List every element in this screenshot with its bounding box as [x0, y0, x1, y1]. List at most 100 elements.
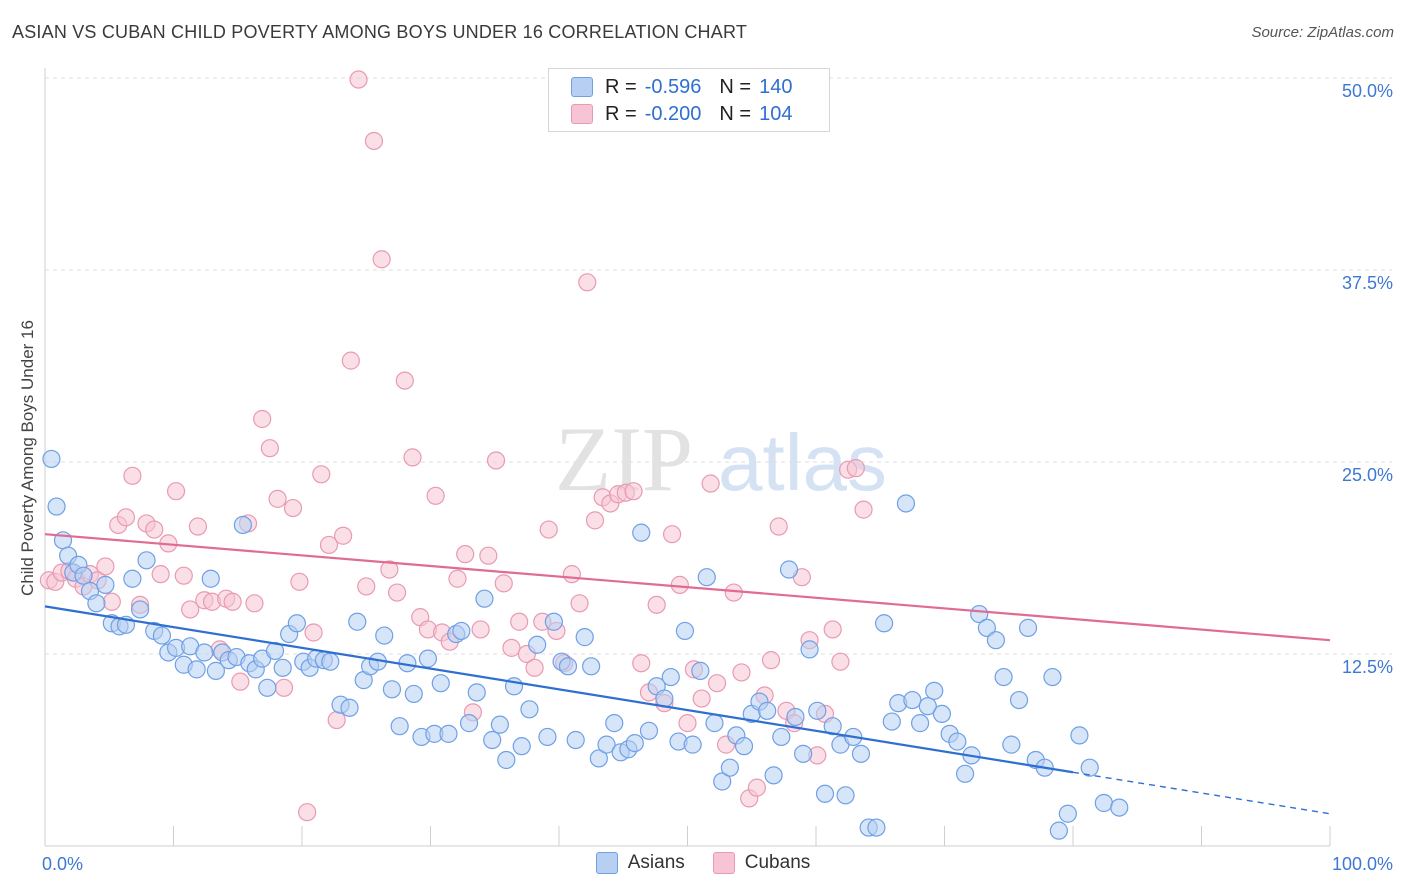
asians-point-17	[152, 626, 172, 645]
asians-point-80	[605, 714, 624, 733]
cubans-point-108	[846, 459, 865, 478]
cubans-point-40	[327, 710, 346, 730]
series-cubans-points	[39, 70, 873, 822]
legend-row-cubans: R = -0.200 N = 104	[571, 101, 810, 127]
asians-point-44	[340, 698, 359, 717]
asians-point-103	[772, 727, 791, 747]
asians-point-107	[800, 640, 819, 659]
cubans-point-85	[670, 575, 689, 594]
asians-point-123	[918, 697, 937, 716]
cubans-point-11	[116, 508, 136, 527]
y-tick-label-3: 50.0%	[1342, 81, 1393, 101]
asians-trend-line	[44, 605, 1074, 774]
cubans-point-105	[823, 620, 842, 639]
cubans-point-82	[647, 595, 666, 614]
cubans-point-30	[253, 409, 272, 429]
asians-point-42	[321, 652, 340, 671]
asians-point-79	[597, 735, 616, 754]
cubans-point-90	[707, 674, 727, 693]
n-label: N =	[719, 75, 752, 98]
asians-point-13	[123, 569, 142, 588]
cubans-swatch	[571, 104, 593, 124]
asians-point-64	[483, 730, 502, 750]
cubans-point-79	[624, 482, 643, 501]
cubans-point-56	[448, 569, 467, 588]
asians-point-14	[130, 600, 150, 619]
asians-point-131	[977, 618, 997, 637]
asians-point-93	[697, 568, 716, 587]
cubans-point-18	[166, 482, 186, 501]
cubans-point-84	[662, 525, 682, 544]
legend-item-cubans[interactable]: Cubans	[712, 852, 811, 874]
asians-point-90	[675, 621, 695, 641]
asians-point-33	[258, 678, 277, 697]
y-tick-label-2: 37.5%	[1342, 273, 1393, 293]
cubans-point-32	[268, 489, 287, 508]
cubans-point-12	[123, 466, 142, 485]
cubans-point-93	[732, 663, 751, 682]
cubans-point-74	[585, 511, 605, 530]
asians-point-74	[558, 657, 578, 676]
cubans-legend-label: Cubans	[744, 852, 811, 873]
asians-point-106	[794, 744, 813, 763]
cubans-point-63	[502, 638, 521, 657]
asians-point-121	[903, 690, 922, 710]
asians-point-132	[986, 631, 1006, 650]
asians-point-51	[390, 717, 409, 736]
cubans-point-15	[145, 520, 164, 539]
series-legend: Asians Cubans	[0, 852, 1406, 874]
asians-point-57	[431, 674, 450, 693]
legend-item-asians[interactable]: Asians	[595, 852, 685, 874]
cubans-point-16	[151, 565, 170, 584]
cubans-point-48	[387, 583, 407, 602]
asians-point-133	[994, 667, 1013, 687]
cubans-point-9	[102, 592, 121, 611]
asians-point-60	[452, 621, 471, 641]
cubans-point-64	[510, 612, 529, 631]
asians-point-61	[459, 714, 479, 733]
cubans-point-97	[761, 651, 781, 670]
asians-point-139	[1043, 667, 1062, 687]
asians-point-6	[74, 566, 93, 585]
cubans-point-95	[747, 778, 766, 797]
y-tick-label-1: 25.0%	[1342, 465, 1393, 485]
cubans-point-41	[334, 526, 353, 545]
cubans-point-61	[486, 451, 506, 470]
asians-point-127	[948, 732, 967, 751]
asians-swatch	[571, 77, 593, 97]
cubans-point-38	[312, 465, 331, 484]
y-axis-label: Child Poverty Among Boys Under 16	[18, 320, 37, 596]
asians-point-71	[538, 727, 557, 747]
asians-point-140	[1049, 821, 1068, 840]
asians-point-124	[925, 681, 944, 700]
asians-point-122	[910, 714, 930, 733]
asians-point-45	[348, 612, 367, 631]
asians-point-102	[764, 766, 783, 785]
asians-point-35	[273, 658, 292, 677]
asians-point-145	[1110, 798, 1129, 817]
cubans-point-80	[632, 654, 651, 673]
asians-point-25	[206, 661, 226, 680]
cubans-point-44	[357, 577, 376, 596]
cubans-point-43	[349, 70, 368, 89]
asians-point-91	[683, 735, 702, 754]
asians-point-128	[955, 764, 975, 783]
asians-legend-label: Asians	[627, 852, 685, 873]
cubans-point-47	[380, 560, 399, 579]
asians-point-112	[836, 786, 855, 805]
cubans-point-106	[831, 652, 850, 671]
asians-point-75	[566, 730, 585, 750]
cubans-point-42	[341, 351, 360, 370]
asians-point-134	[1002, 735, 1021, 754]
cubans-point-59	[471, 620, 490, 639]
asians-legend-swatch	[595, 852, 618, 874]
cubans-point-27	[231, 672, 250, 691]
asians-point-88	[661, 667, 680, 687]
asians-point-49	[375, 626, 394, 645]
asians-point-68	[512, 737, 531, 756]
r-label: R =	[605, 75, 637, 98]
asians-point-108	[808, 701, 827, 720]
tick-labels: 12.5% 25.0% 37.5% 50.0% 0.0% 100.0%	[42, 81, 1393, 874]
asians-point-136	[1018, 618, 1038, 637]
